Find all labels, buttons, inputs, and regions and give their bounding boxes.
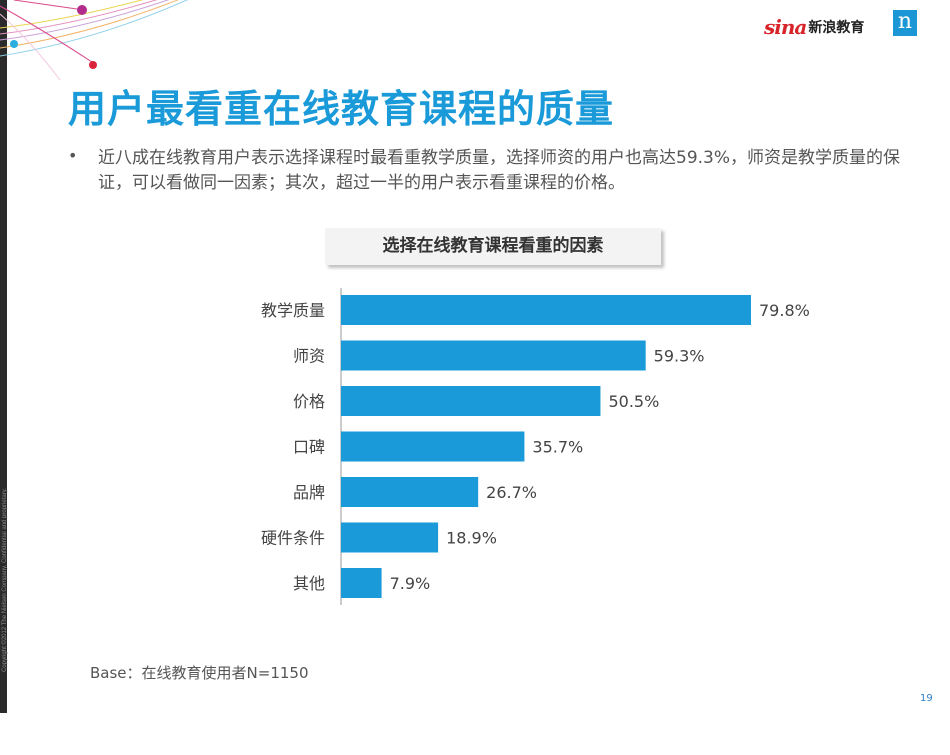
value-label-2: 50.5% — [608, 392, 659, 411]
bar-6 — [341, 568, 382, 598]
decor-dot-red — [89, 61, 97, 69]
sina-logo-text: sina — [764, 15, 807, 39]
decorative-lines-graphic — [0, 0, 189, 81]
value-label-4: 26.7% — [486, 483, 537, 502]
bar-chart: 教学质量 79.8% 师资 59.3% 价格 50.5% 口碑 35.7% 品牌 26.7% 硬件条… — [261, 288, 810, 605]
bullet-symbol: • — [68, 146, 78, 165]
decor-dot-blue — [10, 40, 18, 48]
value-label-1: 59.3% — [654, 347, 705, 366]
value-label-0: 79.8% — [759, 301, 810, 320]
left-sidebar-bar — [0, 0, 7, 713]
category-label-4: 品牌 — [293, 483, 325, 502]
chart-title: 选择在线教育课程看重的因素 — [325, 228, 661, 265]
page-title: 用户最看重在线教育课程的质量 — [68, 87, 615, 131]
bar-1 — [341, 340, 646, 371]
bar-0 — [341, 295, 751, 325]
nielsen-logo: n — [893, 10, 917, 36]
category-label-5: 硬件条件 — [261, 529, 325, 548]
category-label-2: 价格 — [293, 392, 325, 411]
bar-5 — [341, 522, 439, 553]
sina-edu-label: 新浪教育 — [808, 20, 865, 36]
bullet-text: 近八成在线教育用户表示选择课程时最看重教学质量，选择师资的用户也高达59.3%，… — [98, 148, 901, 193]
bar-2 — [341, 386, 601, 416]
category-label-0: 教学质量 — [261, 301, 325, 320]
base-note: Base：在线教育使用者N=1150 — [90, 664, 309, 682]
category-label-6: 其他 — [293, 574, 325, 593]
sina-edu-logo: sina 新浪教育 — [764, 14, 864, 40]
value-label-5: 18.9% — [446, 529, 497, 548]
bullet-point: • 近八成在线教育用户表示选择课程时最看重教学质量，选择师资的用户也高达59.3… — [68, 146, 908, 196]
value-label-6: 7.9% — [390, 574, 431, 593]
page-number: 19 — [920, 693, 933, 704]
bar-3 — [341, 431, 525, 462]
slide: Copyright ©2012 The Nielsen Company. Con… — [0, 0, 933, 713]
category-label-1: 师资 — [293, 347, 325, 366]
decor-dot-purple — [77, 5, 87, 15]
bar-4 — [341, 477, 479, 507]
value-label-3: 35.7% — [532, 438, 583, 457]
category-label-3: 口碑 — [293, 438, 325, 457]
